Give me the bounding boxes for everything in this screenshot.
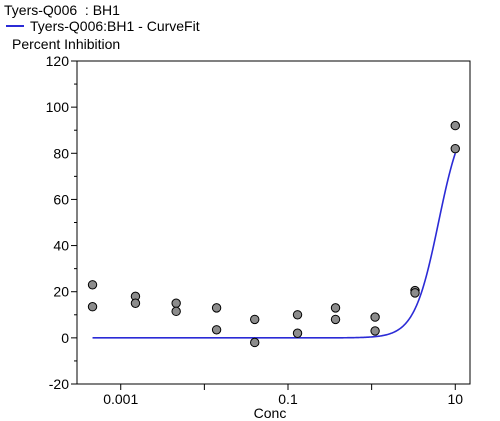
data-point xyxy=(292,328,303,338)
legend-label: Tyers-Q006:BH1 - CurveFit xyxy=(30,18,200,34)
data-point xyxy=(330,314,341,325)
y-tick-label: 60 xyxy=(53,191,69,207)
data-point xyxy=(87,280,98,290)
data-points xyxy=(87,120,460,348)
data-point xyxy=(171,306,181,317)
data-point xyxy=(370,326,380,336)
data-point xyxy=(250,337,260,348)
data-point xyxy=(450,143,460,154)
data-point xyxy=(211,303,222,313)
data-point xyxy=(87,302,98,312)
axes: -20 0 20 40 60 80 100 120 0.001 0.1 10 xyxy=(46,53,471,407)
y-tick-label: 120 xyxy=(46,53,70,69)
y-tick-label: 100 xyxy=(46,99,70,115)
x-axis-label: Conc xyxy=(254,405,287,421)
y-tick-label: 80 xyxy=(53,145,69,161)
y-tick-label: 40 xyxy=(53,238,69,254)
data-point xyxy=(370,312,380,322)
x-tick-label: 10 xyxy=(447,391,463,407)
data-point xyxy=(450,120,460,131)
data-point xyxy=(330,303,341,313)
data-point xyxy=(250,314,260,325)
data-point xyxy=(171,298,181,308)
data-point xyxy=(292,310,303,320)
chart-legend: Tyers-Q006:BH1 - CurveFit xyxy=(6,18,200,34)
y-tick-label: 20 xyxy=(53,284,69,300)
curve-fit xyxy=(92,153,457,339)
data-point xyxy=(211,325,222,335)
curve-fit-line xyxy=(92,153,457,339)
x-tick-label: 0.001 xyxy=(103,391,138,407)
data-point xyxy=(130,298,141,308)
plot-frame xyxy=(76,60,471,385)
data-point xyxy=(410,288,420,298)
x-tick-label: 0.1 xyxy=(278,391,298,407)
legend-swatch xyxy=(6,25,24,27)
y-tick-label: 0 xyxy=(61,330,69,346)
y-axis-label: Percent Inhibition xyxy=(12,36,121,52)
y-tick-label: -20 xyxy=(49,376,69,392)
chart-title: Tyers-Q006 : BH1 xyxy=(4,2,120,18)
